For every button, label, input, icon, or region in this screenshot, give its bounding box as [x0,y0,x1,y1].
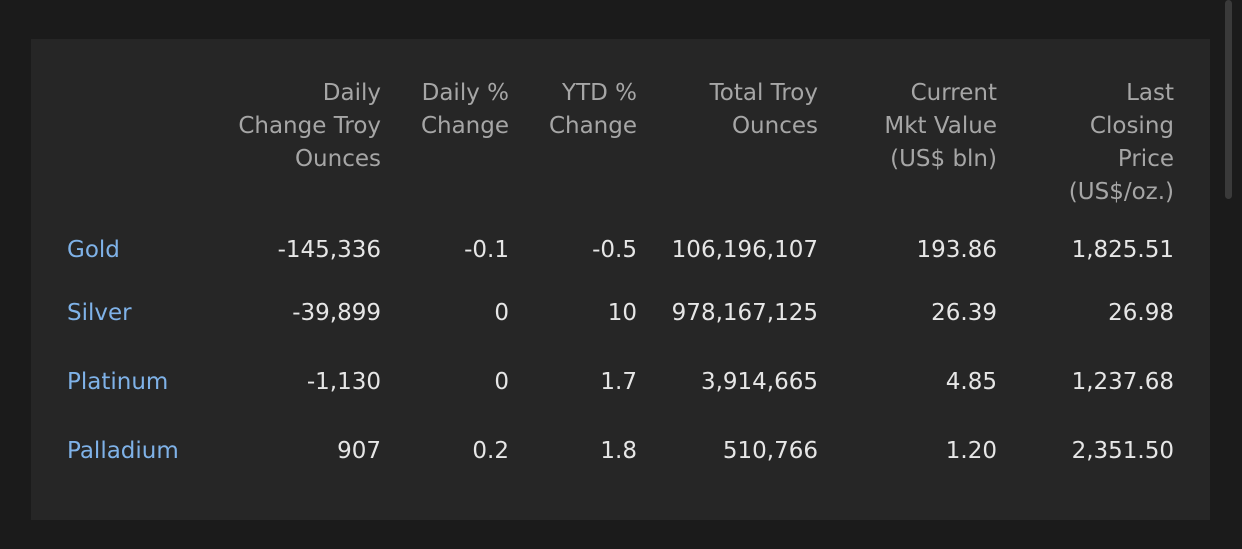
cell-daily-change-troy-ounces: 907 [337,437,381,464]
header-current-market-value: Current Mkt Value (US$ bln) [818,39,997,221]
header-line: Ounces [731,113,818,139]
table-row-silver: Silver -39,899 0 10 978,167,125 26.39 26… [31,278,1210,347]
metal-link-palladium[interactable]: Palladium [67,437,179,464]
header-ytd-percent-change: YTD % Change [509,39,637,221]
header-line: Price [1117,146,1174,172]
cell-daily-change-troy-ounces: -39,899 [292,299,381,326]
header-daily-change-troy-ounces: Daily Change Troy Ounces [231,39,381,221]
header-line: Last [1126,80,1174,106]
cell-last-closing-price: 1,237.68 [1071,368,1174,395]
header-line: (US$ bln) [890,146,997,172]
metals-holdings-table: Daily Change Troy Ounces Daily % Change … [31,39,1210,485]
cell-last-closing-price: 2,351.50 [1071,437,1174,464]
table-row-platinum: Platinum -1,130 0 1.7 3,914,665 4.85 1,2… [31,347,1210,416]
header-daily-percent-change: Daily % Change [381,39,509,221]
cell-daily-percent-change: -0.1 [464,236,509,263]
table-header-row: Daily Change Troy Ounces Daily % Change … [31,39,1210,221]
header-line: Mkt Value [884,113,997,139]
metal-link-gold[interactable]: Gold [67,236,120,263]
table-row-palladium: Palladium 907 0.2 1.8 510,766 1.20 2,351… [31,416,1210,485]
cell-ytd-percent-change: -0.5 [592,236,637,263]
header-line: Change [420,113,509,139]
cell-ytd-percent-change: 10 [607,299,637,326]
metal-link-silver[interactable]: Silver [67,299,132,326]
table-row-gold: Gold -145,336 -0.1 -0.5 106,196,107 193.… [31,221,1210,278]
cell-total-troy-ounces: 978,167,125 [671,299,818,326]
cell-current-market-value: 193.86 [916,236,997,263]
header-line: Closing [1089,113,1174,139]
header-line: Daily % [421,80,509,106]
cell-current-market-value: 26.39 [931,299,997,326]
header-line: Change [548,113,637,139]
cell-last-closing-price: 1,825.51 [1071,236,1174,263]
header-total-troy-ounces: Total Troy Ounces [637,39,818,221]
cell-total-troy-ounces: 510,766 [722,437,818,464]
cell-daily-percent-change: 0 [494,368,509,395]
cell-daily-percent-change: 0 [494,299,509,326]
cell-current-market-value: 4.85 [945,368,997,395]
cell-ytd-percent-change: 1.8 [600,437,637,464]
header-line: (US$/oz.) [1068,179,1174,205]
header-metal [31,39,231,221]
header-last-closing-price: Last Closing Price (US$/oz.) [997,39,1210,221]
cell-total-troy-ounces: 106,196,107 [671,236,818,263]
cell-daily-change-troy-ounces: -1,130 [306,368,381,395]
cell-current-market-value: 1.20 [945,437,997,464]
header-line: Total Troy [709,80,818,106]
cell-total-troy-ounces: 3,914,665 [700,368,818,395]
metals-holdings-panel: Daily Change Troy Ounces Daily % Change … [31,39,1210,520]
cell-last-closing-price: 26.98 [1108,299,1174,326]
header-line: Current [910,80,997,106]
header-line: Change Troy [238,113,381,139]
vertical-scrollbar[interactable] [1225,0,1232,199]
header-line: Daily [322,80,381,106]
metal-link-platinum[interactable]: Platinum [67,368,169,395]
cell-daily-percent-change: 0.2 [472,437,509,464]
cell-daily-change-troy-ounces: -145,336 [277,236,381,263]
header-line: Ounces [294,146,381,172]
cell-ytd-percent-change: 1.7 [600,368,637,395]
header-line: YTD % [562,80,637,106]
